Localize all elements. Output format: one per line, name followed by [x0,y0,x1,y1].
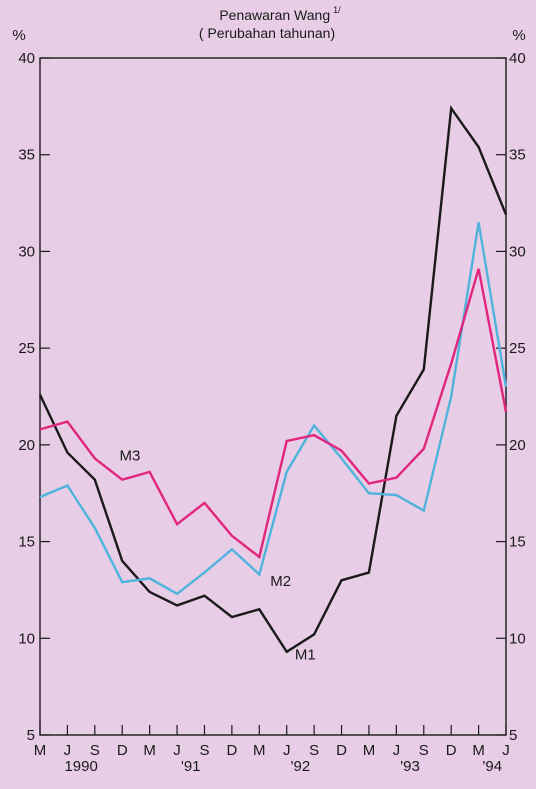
x-tick-label: D [446,742,457,759]
x-tick-label: J [393,742,401,759]
x-tick-label: M [143,742,156,759]
y-tick-label-left: 5 [27,727,35,744]
y-tick-label-right: 20 [509,437,526,454]
x-tick-label: D [336,742,347,759]
x-tick-label: J [64,742,72,759]
series-line-m3 [39,268,508,560]
y-unit-right: % [512,27,525,44]
series-label-m3: M3 [119,447,140,464]
y-tick-label-left: 35 [18,147,35,164]
y-tick-label-right: 35 [509,147,526,164]
x-tick-label: S [309,742,319,759]
y-tick-label-right: 15 [509,534,526,551]
y-unit-left: % [12,27,25,44]
x-tick-label: J [173,742,181,759]
y-tick-label-right: 25 [509,340,526,357]
year-label: '91 [181,758,201,775]
y-tick-label-right: 30 [509,243,526,260]
x-tick-label: S [199,742,209,759]
series-label-m2: M2 [270,573,291,590]
x-tick-label: M [34,742,47,759]
chart-subtitle: ( Perubahan tahunan) [199,25,335,41]
y-tick-label-left: 25 [18,340,35,357]
x-tick-label: J [283,742,291,759]
x-tick-label: D [117,742,128,759]
series-line-m2 [39,222,508,596]
y-tick-label-left: 40 [18,50,35,67]
y-tick-label-left: 30 [18,243,35,260]
x-tick-label: S [419,742,429,759]
x-tick-label: S [90,742,100,759]
year-label: '93 [400,758,420,775]
x-tick-label: M [253,742,266,759]
x-tick-label: J [502,742,510,759]
year-label: 1990 [64,758,97,775]
y-tick-label-right: 10 [509,630,526,647]
series-line-m1 [38,105,508,654]
x-tick-label: M [363,742,376,759]
series-label-m1: M1 [295,647,316,664]
y-tick-label-right: 40 [509,50,526,67]
x-tick-label: M [472,742,485,759]
chart-title-superscript: 1/ [333,5,341,15]
y-tick-label-left: 20 [18,437,35,454]
year-label: '94 [483,758,503,775]
y-tick-label-left: 10 [18,630,35,647]
y-tick-label-right: 5 [509,727,517,744]
year-label: '92 [291,758,311,775]
y-tick-label-left: 15 [18,534,35,551]
x-tick-label: D [226,742,237,759]
chart-title: Penawaran Wang 1/ [219,5,341,23]
plot-frame [39,57,507,736]
